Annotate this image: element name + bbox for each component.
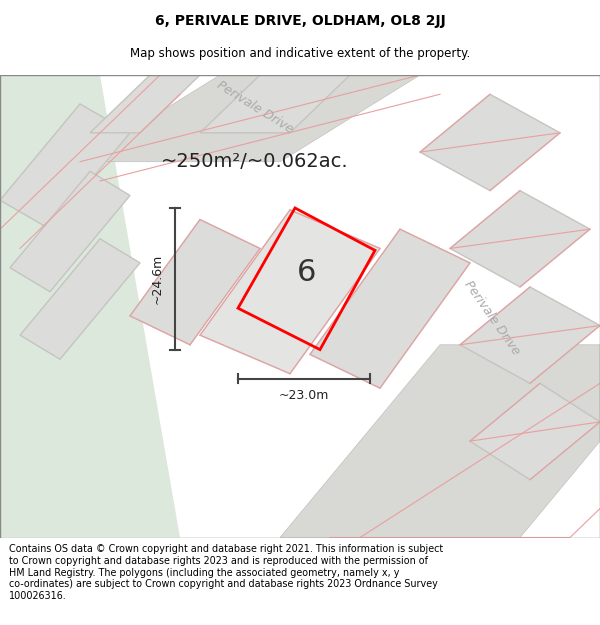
Polygon shape — [130, 219, 260, 345]
Polygon shape — [20, 239, 140, 359]
Text: Map shows position and indicative extent of the property.: Map shows position and indicative extent… — [130, 48, 470, 61]
Polygon shape — [420, 94, 560, 191]
Polygon shape — [460, 287, 600, 383]
Polygon shape — [0, 75, 180, 538]
Text: 6: 6 — [298, 258, 317, 287]
Text: Perivale Drive: Perivale Drive — [461, 278, 523, 358]
Text: ~23.0m: ~23.0m — [279, 389, 329, 402]
Polygon shape — [280, 345, 600, 538]
Polygon shape — [200, 75, 350, 132]
Text: ~250m²/~0.062ac.: ~250m²/~0.062ac. — [161, 152, 349, 171]
Polygon shape — [90, 75, 200, 132]
Polygon shape — [470, 383, 600, 480]
Text: Perivale Drive: Perivale Drive — [214, 78, 296, 136]
Polygon shape — [10, 171, 130, 292]
Polygon shape — [450, 191, 590, 287]
Polygon shape — [200, 210, 380, 374]
Text: Contains OS data © Crown copyright and database right 2021. This information is : Contains OS data © Crown copyright and d… — [9, 544, 443, 601]
Text: 6, PERIVALE DRIVE, OLDHAM, OL8 2JJ: 6, PERIVALE DRIVE, OLDHAM, OL8 2JJ — [155, 14, 445, 28]
Polygon shape — [0, 104, 130, 229]
Polygon shape — [80, 75, 420, 162]
Polygon shape — [310, 229, 470, 388]
Text: ~24.6m: ~24.6m — [151, 254, 163, 304]
